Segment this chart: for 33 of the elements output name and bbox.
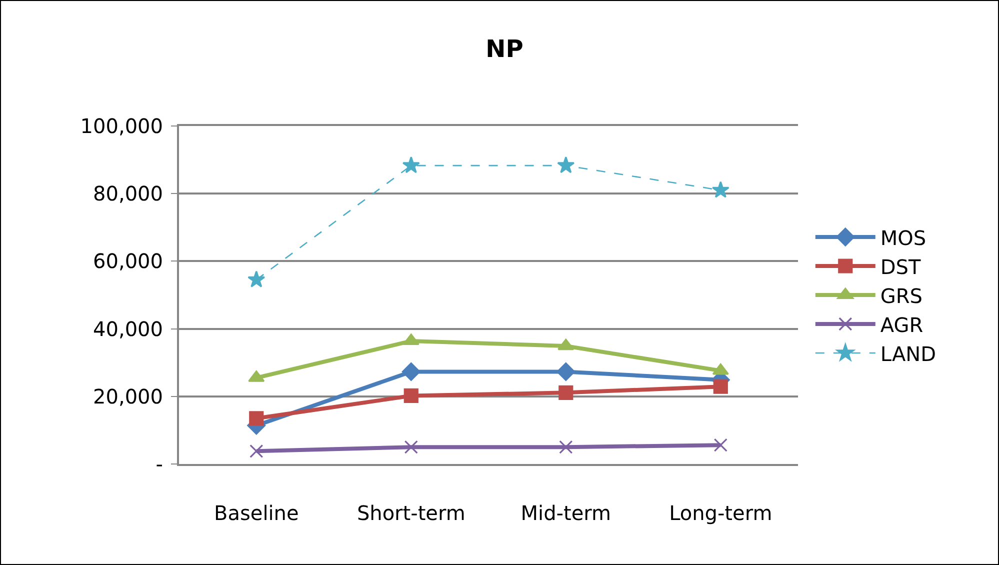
y-tick-label: 100,000 bbox=[80, 114, 163, 138]
point bbox=[557, 156, 575, 174]
point bbox=[559, 440, 573, 454]
y-tick-label: 40,000 bbox=[93, 316, 163, 341]
x-tick-label: Baseline bbox=[214, 501, 299, 525]
point bbox=[712, 363, 729, 375]
y-tick-label: - bbox=[156, 452, 163, 476]
x-tick-label: Mid-term bbox=[520, 501, 611, 525]
point bbox=[249, 411, 264, 426]
legend-label: AGR bbox=[880, 312, 924, 337]
point bbox=[712, 181, 730, 198]
point bbox=[248, 270, 266, 288]
chart-title: NP bbox=[486, 35, 524, 64]
point bbox=[714, 438, 728, 452]
point bbox=[556, 362, 576, 381]
y-tick-label: 20,000 bbox=[93, 384, 163, 408]
point bbox=[404, 440, 418, 454]
point bbox=[402, 156, 420, 174]
point bbox=[402, 334, 420, 346]
legend-label: GRS bbox=[880, 284, 922, 308]
legend-label: MOS bbox=[880, 226, 926, 250]
point bbox=[250, 444, 264, 458]
point bbox=[713, 379, 728, 394]
y-tick-label: 80,000 bbox=[93, 182, 163, 206]
point bbox=[402, 362, 420, 381]
point bbox=[404, 388, 418, 404]
legend-label: LAND bbox=[880, 342, 936, 366]
y-tick-label: 60,000 bbox=[93, 249, 163, 274]
point bbox=[558, 385, 574, 400]
x-tick-label: Short-term bbox=[356, 501, 466, 525]
point bbox=[558, 338, 574, 350]
legend-label: DST bbox=[880, 254, 922, 279]
x-tick-label: Long-term bbox=[669, 501, 772, 525]
